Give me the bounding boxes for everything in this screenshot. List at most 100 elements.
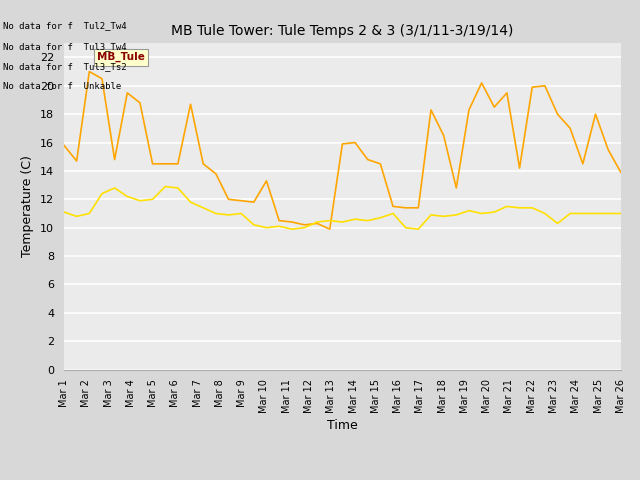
Tul2_Ts-8 — [427, 212, 435, 218]
Tul2_Ts-2 — [591, 111, 599, 117]
Tul2_Ts-2 — [60, 143, 68, 148]
Line: Tul2_Ts-8: Tul2_Ts-8 — [64, 187, 621, 229]
Tul2_Ts-8 — [200, 205, 207, 211]
Tul2_Ts-2 — [225, 196, 232, 202]
Tul2_Ts-8 — [351, 216, 359, 222]
Tul2_Ts-2 — [579, 161, 587, 167]
Tul2_Ts-2 — [415, 205, 422, 211]
Tul2_Ts-2 — [73, 158, 81, 164]
Tul2_Ts-2 — [124, 90, 131, 96]
Tul2_Ts-2 — [503, 90, 511, 96]
Tul2_Ts-2 — [604, 147, 612, 153]
Tul2_Ts-2 — [516, 165, 524, 171]
Tul2_Ts-2 — [541, 83, 548, 89]
Tul2_Ts-8 — [148, 196, 156, 202]
Tul2_Ts-8 — [490, 209, 498, 215]
Tul2_Ts-2 — [98, 76, 106, 82]
Tul2_Ts-8 — [516, 205, 524, 211]
Tul2_Ts-2 — [389, 204, 397, 209]
Tul2_Ts-2 — [427, 107, 435, 113]
Tul2_Ts-8 — [60, 209, 68, 215]
Tul2_Ts-8 — [187, 199, 195, 205]
Tul2_Ts-2 — [136, 100, 144, 106]
Tul2_Ts-8 — [250, 222, 258, 228]
Tul2_Ts-2 — [465, 107, 473, 113]
Tul2_Ts-8 — [136, 198, 144, 204]
Tul2_Ts-8 — [174, 185, 182, 191]
Tul2_Ts-8 — [275, 223, 283, 229]
Tul2_Ts-2 — [288, 219, 296, 225]
Tul2_Ts-8 — [529, 205, 536, 211]
Tul2_Ts-2 — [566, 125, 574, 131]
Tul2_Ts-8 — [554, 220, 561, 226]
Text: No data for f  Tul2_Tw4: No data for f Tul2_Tw4 — [3, 22, 127, 31]
Tul2_Ts-8 — [604, 211, 612, 216]
Tul2_Ts-8 — [86, 211, 93, 216]
Tul2_Ts-2 — [351, 140, 359, 145]
Tul2_Ts-2 — [477, 80, 485, 86]
Tul2_Ts-8 — [452, 212, 460, 218]
Line: Tul2_Ts-2: Tul2_Ts-2 — [64, 72, 621, 229]
Tul2_Ts-8 — [225, 212, 232, 218]
Tul2_Ts-8 — [73, 214, 81, 219]
Tul2_Ts-2 — [339, 141, 346, 147]
Tul2_Ts-8 — [541, 211, 548, 216]
Tul2_Ts-8 — [339, 219, 346, 225]
Tul2_Ts-8 — [477, 211, 485, 216]
Tul2_Ts-8 — [212, 211, 220, 216]
Tul2_Ts-2 — [174, 161, 182, 167]
Title: MB Tule Tower: Tule Temps 2 & 3 (3/1/11-3/19/14): MB Tule Tower: Tule Temps 2 & 3 (3/1/11-… — [172, 24, 513, 38]
Tul2_Ts-2 — [250, 199, 258, 205]
Tul2_Ts-8 — [376, 215, 384, 221]
Tul2_Ts-8 — [288, 226, 296, 232]
Tul2_Ts-2 — [187, 101, 195, 107]
Tul2_Ts-8 — [591, 211, 599, 216]
Tul2_Ts-2 — [301, 222, 308, 228]
Tul2_Ts-8 — [617, 211, 625, 216]
Tul2_Ts-2 — [212, 171, 220, 177]
Tul2_Ts-2 — [554, 111, 561, 117]
Tul2_Ts-2 — [148, 161, 156, 167]
Tul2_Ts-2 — [275, 218, 283, 224]
Tul2_Ts-2 — [364, 156, 372, 162]
Tul2_Ts-2 — [237, 198, 245, 204]
Tul2_Ts-8 — [364, 218, 372, 224]
Tul2_Ts-2 — [262, 178, 270, 184]
Tul2_Ts-8 — [98, 191, 106, 196]
Tul2_Ts-2 — [529, 84, 536, 90]
Legend: Tul2_Ts-2, Tul2_Ts-8: Tul2_Ts-2, Tul2_Ts-8 — [237, 478, 448, 480]
Tul2_Ts-8 — [313, 219, 321, 225]
Text: MB_Tule: MB_Tule — [97, 52, 145, 62]
Tul2_Ts-8 — [503, 204, 511, 209]
Tul2_Ts-2 — [617, 169, 625, 175]
Tul2_Ts-8 — [440, 214, 447, 219]
Tul2_Ts-2 — [376, 161, 384, 167]
Tul2_Ts-8 — [465, 208, 473, 214]
Tul2_Ts-8 — [161, 184, 169, 190]
Tul2_Ts-8 — [301, 225, 308, 230]
Tul2_Ts-2 — [440, 132, 447, 138]
Y-axis label: Temperature (C): Temperature (C) — [22, 156, 35, 257]
Tul2_Ts-2 — [402, 205, 410, 211]
Tul2_Ts-8 — [124, 193, 131, 199]
Tul2_Ts-2 — [200, 161, 207, 167]
Tul2_Ts-8 — [237, 211, 245, 216]
Tul2_Ts-8 — [402, 225, 410, 230]
Tul2_Ts-2 — [313, 220, 321, 226]
Text: No data for f  Unkable: No data for f Unkable — [3, 82, 122, 91]
Tul2_Ts-8 — [262, 225, 270, 230]
Text: No data for f  Tul3_Tw4: No data for f Tul3_Tw4 — [3, 42, 127, 51]
Tul2_Ts-2 — [326, 226, 333, 232]
Text: No data for f  Tul3_Ts2: No data for f Tul3_Ts2 — [3, 62, 127, 71]
Tul2_Ts-8 — [415, 226, 422, 232]
Tul2_Ts-2 — [452, 185, 460, 191]
Tul2_Ts-2 — [490, 104, 498, 110]
Tul2_Ts-2 — [111, 156, 118, 162]
Tul2_Ts-2 — [161, 161, 169, 167]
Tul2_Ts-8 — [389, 211, 397, 216]
Tul2_Ts-2 — [86, 69, 93, 74]
Tul2_Ts-8 — [566, 211, 574, 216]
Tul2_Ts-8 — [326, 218, 333, 224]
Tul2_Ts-8 — [111, 185, 118, 191]
Tul2_Ts-8 — [579, 211, 587, 216]
